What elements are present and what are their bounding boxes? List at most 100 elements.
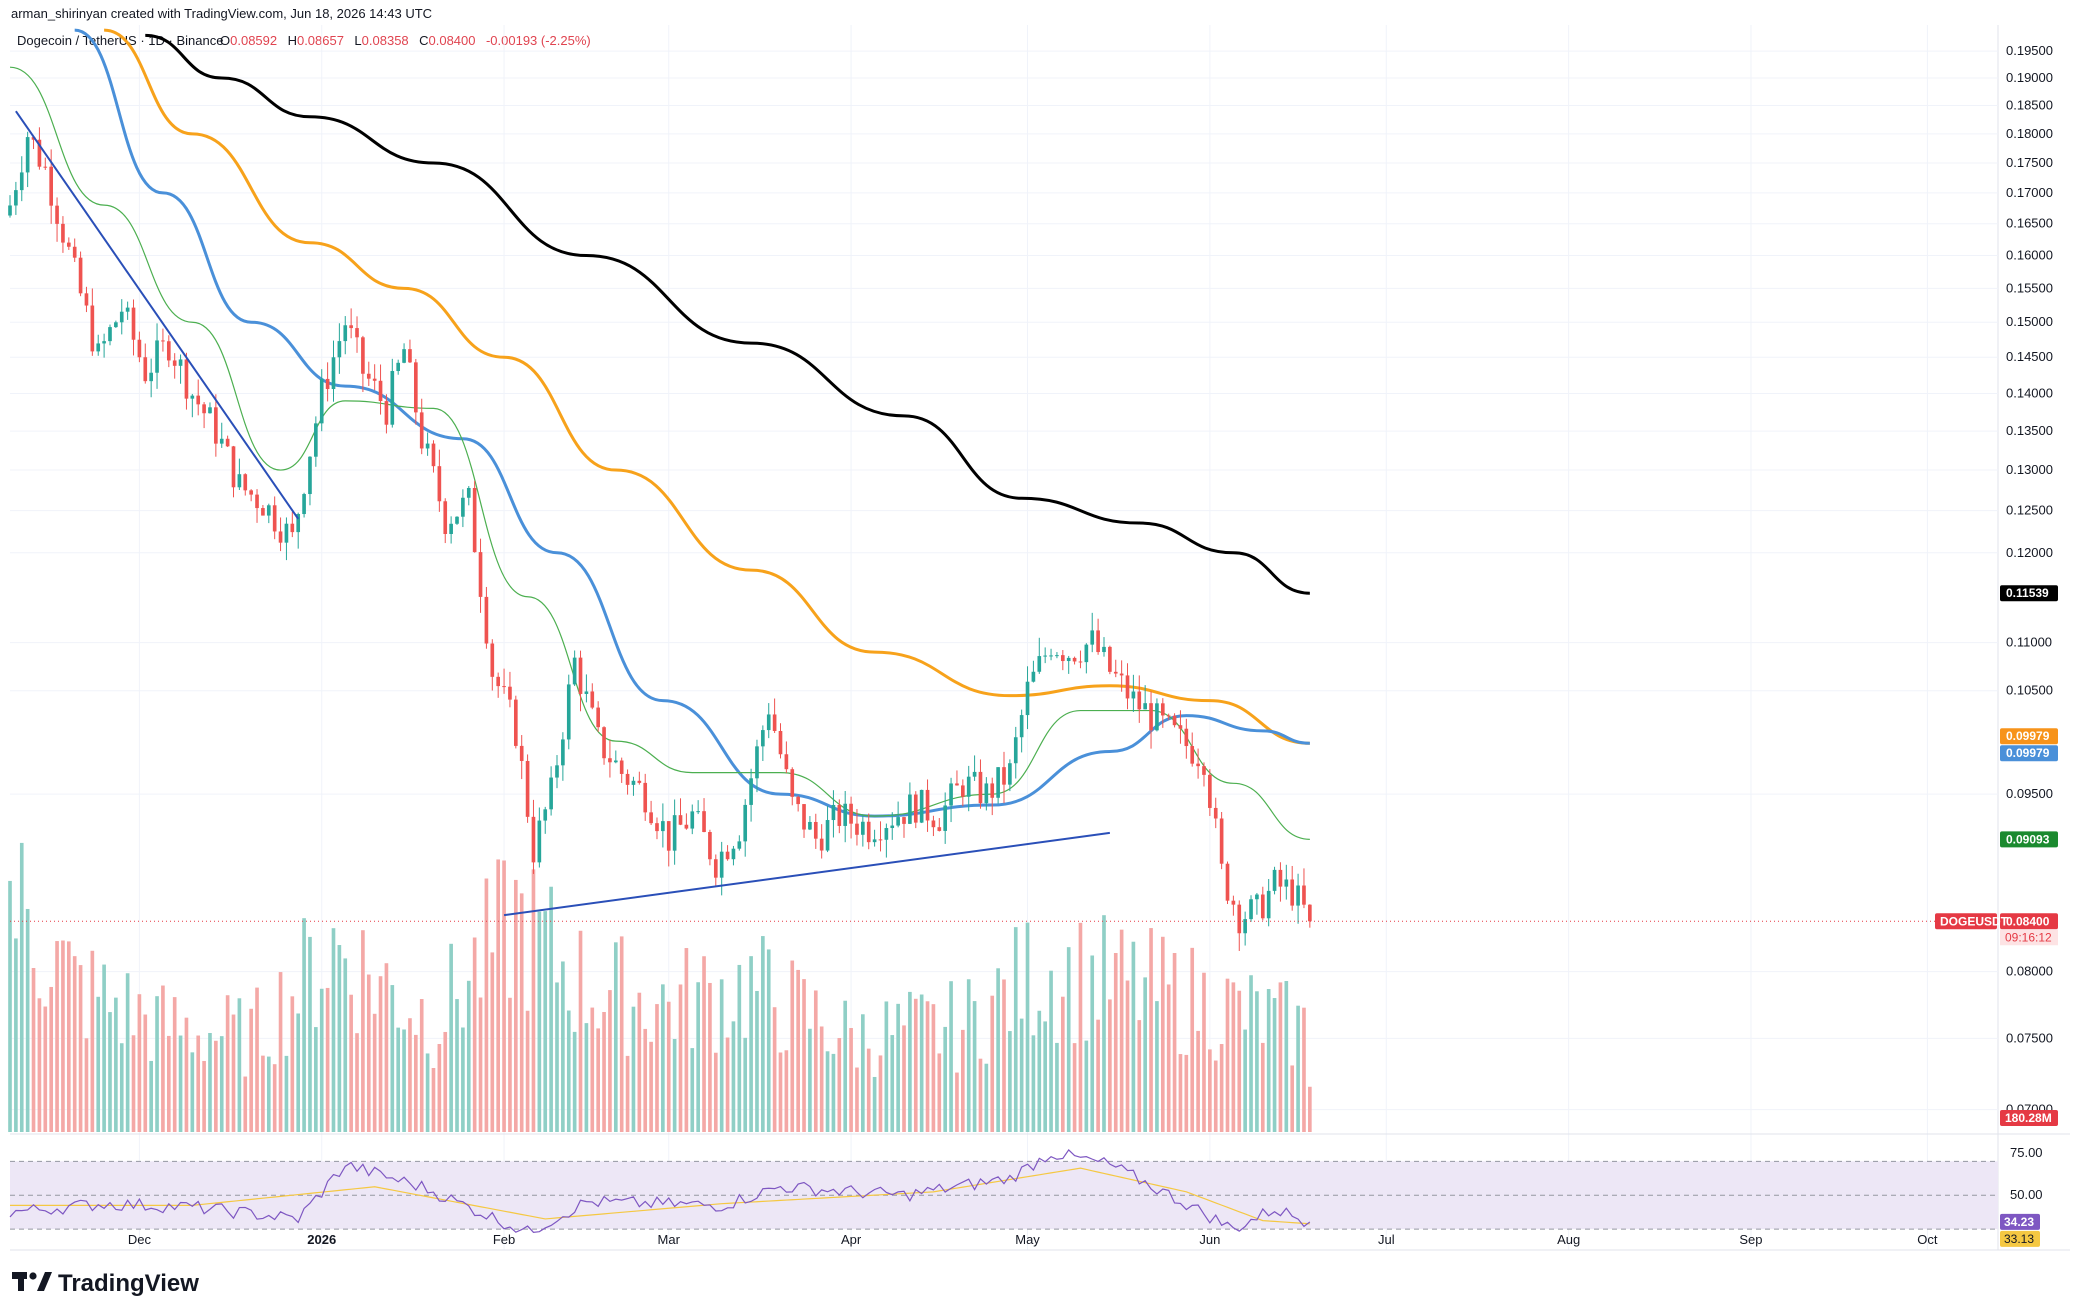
candle-body	[419, 412, 424, 449]
time-tick-label: Mar	[658, 1232, 681, 1247]
volume-bar	[978, 1058, 983, 1132]
rsi-pane[interactable]: 75.00 50.00 34.23 33.13	[9, 1133, 2070, 1247]
candle-body	[1043, 655, 1047, 657]
candle-body	[449, 523, 453, 534]
candle-body	[96, 343, 101, 352]
volume-bar	[466, 980, 471, 1132]
candle	[537, 807, 542, 868]
candle-body	[772, 714, 777, 731]
volume-bar	[578, 930, 583, 1132]
candle	[543, 806, 548, 834]
candle-body	[1184, 728, 1189, 747]
volume-bar	[425, 1053, 430, 1132]
price-tag-bg	[2000, 728, 2058, 745]
ohlc-readout: O0.08592 H0.08657 L0.08358 C0.08400 -0.0…	[220, 32, 591, 49]
candle	[196, 379, 201, 416]
candle	[966, 765, 971, 812]
volume-bar	[372, 1013, 377, 1132]
candle	[1231, 895, 1236, 916]
candle	[1302, 868, 1306, 909]
volume-bar	[472, 937, 477, 1132]
volume-bar	[72, 956, 77, 1132]
candle	[719, 841, 724, 896]
time-tick-label: Sep	[1739, 1232, 1762, 1247]
candle-body	[890, 825, 895, 829]
volume-bar	[1184, 1054, 1189, 1132]
volume-bar	[202, 1060, 206, 1132]
candle	[1013, 726, 1018, 779]
candle-body	[66, 242, 71, 247]
volume-bar	[996, 968, 1000, 1132]
candle	[261, 505, 265, 516]
volume-bar	[1125, 980, 1130, 1132]
candle	[672, 799, 677, 865]
volume-bar	[437, 1044, 442, 1132]
candle-body	[1278, 869, 1283, 887]
candle-body	[819, 838, 824, 851]
volume-bar	[813, 990, 818, 1132]
volume-bar	[572, 1031, 577, 1132]
price-axis[interactable]: 0.19500 0.19000 0.18500 0.18000 0.17500 0.170…	[2006, 43, 2053, 1116]
candle-body	[878, 839, 883, 841]
candle-body	[131, 307, 136, 340]
volume-bar	[1219, 1044, 1224, 1132]
volume-bar	[984, 1063, 989, 1132]
candle	[55, 197, 59, 242]
volume-bar	[725, 1037, 730, 1132]
volume-bar	[584, 1023, 589, 1132]
candle-body	[561, 739, 565, 766]
tradingview-logo[interactable]: TradingView	[12, 1270, 199, 1297]
candle-body	[825, 820, 830, 851]
candle-body	[372, 378, 377, 381]
candle	[1208, 769, 1212, 816]
candle	[578, 650, 583, 712]
volume-bar	[1178, 1054, 1183, 1132]
candle	[484, 586, 489, 649]
candle	[461, 489, 465, 528]
volume-bar	[625, 1055, 630, 1132]
volume-bar	[884, 1001, 889, 1132]
price-tag-ma_black: 0.11539	[2000, 585, 2058, 602]
volume-bar	[1055, 1042, 1059, 1132]
candle	[337, 323, 342, 374]
volume-bar	[537, 911, 542, 1132]
candle-body	[278, 531, 283, 543]
volume-bar	[761, 936, 765, 1132]
volume-bar	[290, 996, 295, 1132]
candle-body	[202, 404, 206, 414]
volume-bar	[772, 1007, 777, 1132]
candle-body	[1231, 900, 1236, 905]
candle	[190, 393, 195, 418]
candle-body	[1137, 691, 1142, 710]
candle	[490, 639, 495, 691]
candle	[961, 779, 965, 807]
candle	[943, 792, 948, 844]
candle	[125, 301, 130, 320]
price-tag-ma_blue: 0.09979	[2000, 745, 2058, 762]
candle-body	[837, 804, 842, 826]
candle	[1078, 650, 1083, 669]
volume-bar	[1225, 978, 1230, 1132]
candle-body	[584, 691, 589, 694]
candle	[372, 364, 377, 391]
volume-bar	[119, 1043, 124, 1132]
price-tag-last: 0.08400 09:16:12 DOGEUSDT	[1935, 913, 2058, 946]
candle	[72, 238, 77, 263]
volume-bar	[1031, 1035, 1036, 1132]
candle	[613, 750, 618, 764]
candle	[1084, 643, 1089, 674]
candle-body	[549, 777, 553, 810]
candle-body	[1296, 885, 1300, 906]
candle	[843, 790, 848, 843]
candle-body	[996, 767, 1000, 798]
time-axis[interactable]: Dec 2026 Feb Mar Apr May Jun Jul Aug Sep Oct	[10, 1232, 2070, 1251]
candle-body	[637, 780, 642, 783]
candle	[466, 486, 471, 506]
candle	[866, 813, 871, 850]
candle-body	[296, 514, 301, 533]
candlesticks[interactable]	[8, 127, 1312, 951]
candle-body	[1066, 657, 1071, 662]
candle-body	[1149, 703, 1153, 731]
candle-body	[355, 328, 359, 338]
